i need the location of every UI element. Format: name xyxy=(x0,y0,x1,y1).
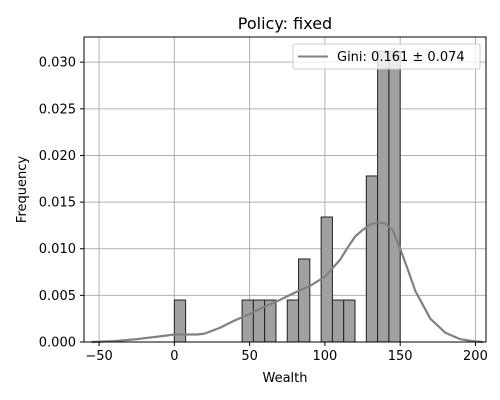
x-tick-label: 150 xyxy=(388,349,413,364)
chart-title: Policy: fixed xyxy=(238,14,332,33)
y-tick-label: 0.020 xyxy=(39,149,76,164)
x-tick-label: −50 xyxy=(85,349,112,364)
x-tick-label: 200 xyxy=(463,349,488,364)
histogram-bar xyxy=(173,299,187,343)
histogram-bar xyxy=(286,299,300,343)
y-tick-label: 0.000 xyxy=(39,336,76,351)
histogram-bar xyxy=(365,175,379,343)
histogram-bar xyxy=(241,299,254,343)
legend-label: Gini: 0.161 ± 0.074 xyxy=(337,50,465,65)
histogram-bar xyxy=(343,299,356,343)
histogram-bar xyxy=(377,50,390,343)
y-tick-label: 0.005 xyxy=(39,289,76,304)
y-tick-label: 0.025 xyxy=(39,102,76,117)
legend: Gini: 0.161 ± 0.074 xyxy=(292,43,481,70)
x-axis-title: Wealth xyxy=(262,371,307,386)
axis-ticks: −50 0 50 100 150 200 0.000 0.005 0.010 0.015 0.020… xyxy=(39,56,488,364)
y-tick-label: 0.015 xyxy=(39,196,76,211)
histogram-bar xyxy=(331,299,345,343)
kde-curve xyxy=(91,221,484,344)
y-tick-label: 0.030 xyxy=(39,56,76,71)
y-axis-title: Frequency xyxy=(15,156,30,223)
kde-line xyxy=(91,221,484,344)
legend-box xyxy=(292,43,481,70)
histogram-bars xyxy=(173,50,401,343)
plot-area-frame xyxy=(83,36,487,343)
histogram-bar xyxy=(320,216,333,343)
histogram-bar xyxy=(298,258,311,343)
histogram-bar xyxy=(388,50,401,343)
x-tick-label: 50 xyxy=(241,349,258,364)
x-tick-label: 0 xyxy=(170,349,178,364)
grid-lines xyxy=(84,37,486,343)
x-tick-label: 100 xyxy=(312,349,337,364)
y-tick-label: 0.010 xyxy=(39,242,76,257)
